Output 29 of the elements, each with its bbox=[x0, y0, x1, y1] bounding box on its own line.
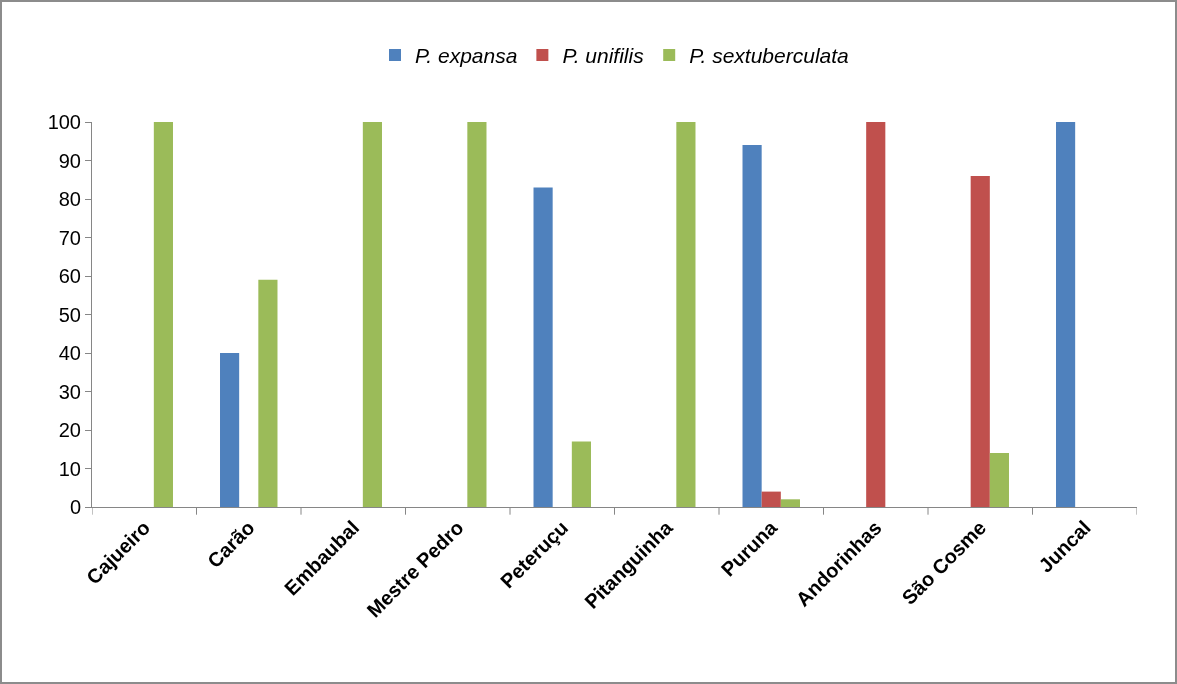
bar bbox=[970, 175, 990, 507]
y-tick-label: 30 bbox=[58, 380, 81, 403]
bar bbox=[676, 122, 696, 507]
legend-label: P. expansa bbox=[415, 44, 518, 68]
y-tick-label: 80 bbox=[58, 188, 81, 210]
y-tick-label: 70 bbox=[58, 226, 81, 249]
bar bbox=[153, 122, 173, 507]
legend-label: P. sextuberculata bbox=[689, 44, 849, 68]
bar bbox=[742, 145, 762, 507]
y-tick-label: 100 bbox=[47, 111, 81, 133]
legend-label: P. unifilis bbox=[562, 44, 645, 68]
y-tick-label: 40 bbox=[58, 342, 81, 364]
bar bbox=[571, 441, 591, 507]
y-tick-label: 0 bbox=[69, 496, 81, 518]
bar bbox=[866, 122, 886, 507]
y-tick-label: 20 bbox=[58, 419, 81, 441]
bar bbox=[761, 491, 781, 507]
y-tick-label: 60 bbox=[58, 265, 81, 287]
bar bbox=[258, 279, 278, 507]
y-tick-label: 50 bbox=[58, 303, 81, 326]
bar bbox=[533, 187, 553, 507]
bar bbox=[780, 499, 800, 507]
y-tick-label: 10 bbox=[58, 457, 81, 480]
bar bbox=[220, 353, 240, 507]
bar bbox=[989, 453, 1009, 507]
y-tick-label: 90 bbox=[58, 149, 81, 172]
bar bbox=[467, 122, 487, 507]
bar bbox=[1056, 122, 1076, 507]
bar bbox=[362, 122, 382, 507]
